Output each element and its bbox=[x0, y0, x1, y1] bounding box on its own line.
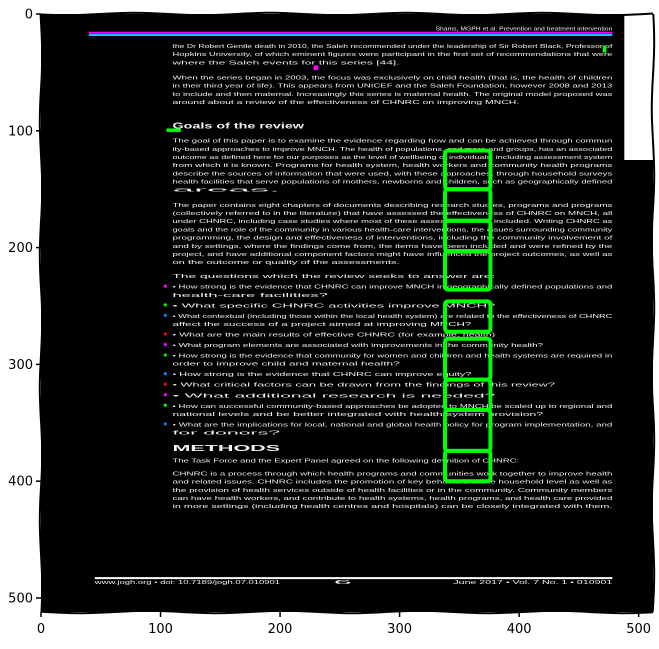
document-text-line: • What additional research is needed? bbox=[172, 393, 497, 399]
document-text-line: and by settings, where the findings come… bbox=[172, 244, 612, 250]
y-tick-label: 100 bbox=[8, 124, 33, 139]
bullet-marker bbox=[163, 393, 167, 397]
bullet-marker bbox=[163, 342, 167, 347]
y-tick-label: 400 bbox=[8, 475, 33, 490]
document-text-line: can have health workers, and contribute … bbox=[172, 496, 612, 502]
document-text-line: areas. bbox=[172, 188, 282, 194]
document-text-line: national levels and be better integrated… bbox=[172, 412, 544, 418]
document-text-line: outcome as defined here for our purposes… bbox=[172, 155, 612, 161]
document-text-line: affect the success of a project aimed at… bbox=[172, 322, 472, 328]
document-text-line: The paper contains eight chapters of doc… bbox=[172, 203, 612, 209]
small-marker bbox=[602, 45, 607, 53]
y-tick-label: 300 bbox=[8, 358, 33, 373]
document-text-line: • How strong is the evidence that CHNRC … bbox=[172, 372, 472, 378]
x-tick-label: 100 bbox=[148, 622, 173, 637]
bullet-marker bbox=[163, 382, 167, 386]
document-text-line: June 2017 • Vol. 7 No. 1 • 010901 bbox=[453, 580, 612, 586]
document-text-line: goals and the role of the community in v… bbox=[172, 227, 612, 233]
small-marker bbox=[166, 128, 181, 132]
document-text-line: • What are the implications for local, n… bbox=[172, 422, 612, 428]
document-text-line: in their third year of life). This appea… bbox=[172, 84, 612, 90]
document-text-line: for donors? bbox=[172, 431, 282, 437]
document-text-line: health facilities that serve populations… bbox=[172, 180, 612, 186]
x-tick-label: 500 bbox=[626, 622, 651, 637]
bullet-marker bbox=[163, 332, 167, 336]
white-region bbox=[624, 14, 653, 160]
y-tick-label: 200 bbox=[8, 241, 33, 256]
document-text-line: • What are the main results of effective… bbox=[172, 333, 495, 339]
document-text-line: The goal of this paper is to examine the… bbox=[172, 139, 612, 145]
document-text-line: from which it is known. Programs for hea… bbox=[172, 163, 612, 169]
bullet-marker bbox=[163, 422, 167, 426]
bullet-marker bbox=[163, 313, 167, 317]
bullet-marker bbox=[163, 303, 167, 307]
plot-frame bbox=[38, 11, 656, 615]
document-text-line: to include and then maternal. Increasing… bbox=[172, 92, 612, 98]
highlight-box bbox=[443, 249, 493, 292]
x-tick-label: 0 bbox=[37, 622, 45, 637]
document-text-line: • How strong is the evidence that CHNRC … bbox=[172, 285, 612, 291]
document-text-line: in more settings (including health centr… bbox=[172, 504, 613, 510]
document-text-line: Goals of the review bbox=[172, 122, 305, 131]
y-tick-label: 500 bbox=[8, 591, 33, 606]
document-text-line: • What contextual (including those withi… bbox=[172, 314, 612, 320]
document-text-line: • What critical factors can be drawn fro… bbox=[172, 383, 556, 389]
document-text-line: Shams, MGPH et al. Prevention and treatm… bbox=[435, 27, 612, 33]
y-tick-label: 0 bbox=[25, 8, 33, 23]
y-axis-ticks: 0 100 200 300 400 500 bbox=[8, 8, 41, 606]
x-tick-label: 200 bbox=[268, 622, 293, 637]
document-text-line: Hopkins University, of which eminent fig… bbox=[172, 52, 612, 58]
bullet-marker bbox=[163, 284, 167, 288]
x-tick-label: 300 bbox=[387, 622, 412, 637]
highlight-boxes bbox=[443, 148, 493, 484]
document-text-line: METHODS bbox=[172, 444, 281, 453]
document-text-line: the provision of health services outside… bbox=[172, 488, 612, 494]
document-text-line: • What specific CHNRC activities improve… bbox=[172, 303, 497, 309]
document-text-line: order to improve child and maternal heal… bbox=[172, 362, 401, 368]
bullet-marker bbox=[163, 372, 167, 376]
document-text-line: health-care facilities? bbox=[172, 293, 330, 299]
highlight-box bbox=[443, 448, 493, 484]
document-text-line: project, and have additional component f… bbox=[172, 252, 612, 258]
bullet-marker bbox=[163, 353, 167, 357]
bullet-marker bbox=[163, 403, 167, 407]
document-text-line: 6 bbox=[334, 580, 352, 586]
document-text-line: • How strong is the evidence that commun… bbox=[172, 354, 612, 360]
image-background bbox=[41, 14, 653, 612]
document-text-line: CHNRC is a process through which health … bbox=[172, 472, 612, 478]
document-text-line: describe the sources of information that… bbox=[172, 171, 612, 177]
x-axis-ticks: 0 100 200 300 400 500 bbox=[37, 612, 651, 637]
document-image: Shams, MGPH et al. Prevention and treatm… bbox=[41, 14, 653, 612]
document-text-line: programming, the design and effectivenes… bbox=[172, 236, 613, 242]
document-text-line: where the Saleh events for this series [… bbox=[170, 60, 400, 66]
document-text-line: The Task Force and the Expert Panel agre… bbox=[172, 459, 519, 465]
small-marker bbox=[313, 65, 319, 71]
document-text-line: (collectively referred to in the literat… bbox=[172, 211, 612, 217]
document-text-line: When the series began in 2003, the focus… bbox=[172, 76, 612, 82]
document-text-line: around about a review of the effectivene… bbox=[172, 100, 519, 106]
highlight-box bbox=[443, 299, 493, 334]
document-text-line: ity-based approaches to improve MNCH. Th… bbox=[172, 147, 612, 153]
document-text-line: • What program elements are associated w… bbox=[172, 343, 544, 349]
document-text-line: and related issues. CHNRC includes the p… bbox=[172, 480, 612, 486]
document-text-line: www.jogh.org • doi: 10.7189/jogh.07.0109… bbox=[93, 580, 280, 586]
document-text-line: the Dr Robert Gentle death in 2010, the … bbox=[172, 44, 612, 50]
document-text-line: The questions which the review seeks to … bbox=[172, 274, 496, 280]
x-tick-label: 400 bbox=[507, 622, 532, 637]
document-text-line: under CHNRC, including case studies wher… bbox=[172, 219, 612, 225]
document-text-line: on the outcome or quality of the assessm… bbox=[172, 260, 400, 266]
document-text-line: • How can successful community-based app… bbox=[172, 404, 612, 410]
